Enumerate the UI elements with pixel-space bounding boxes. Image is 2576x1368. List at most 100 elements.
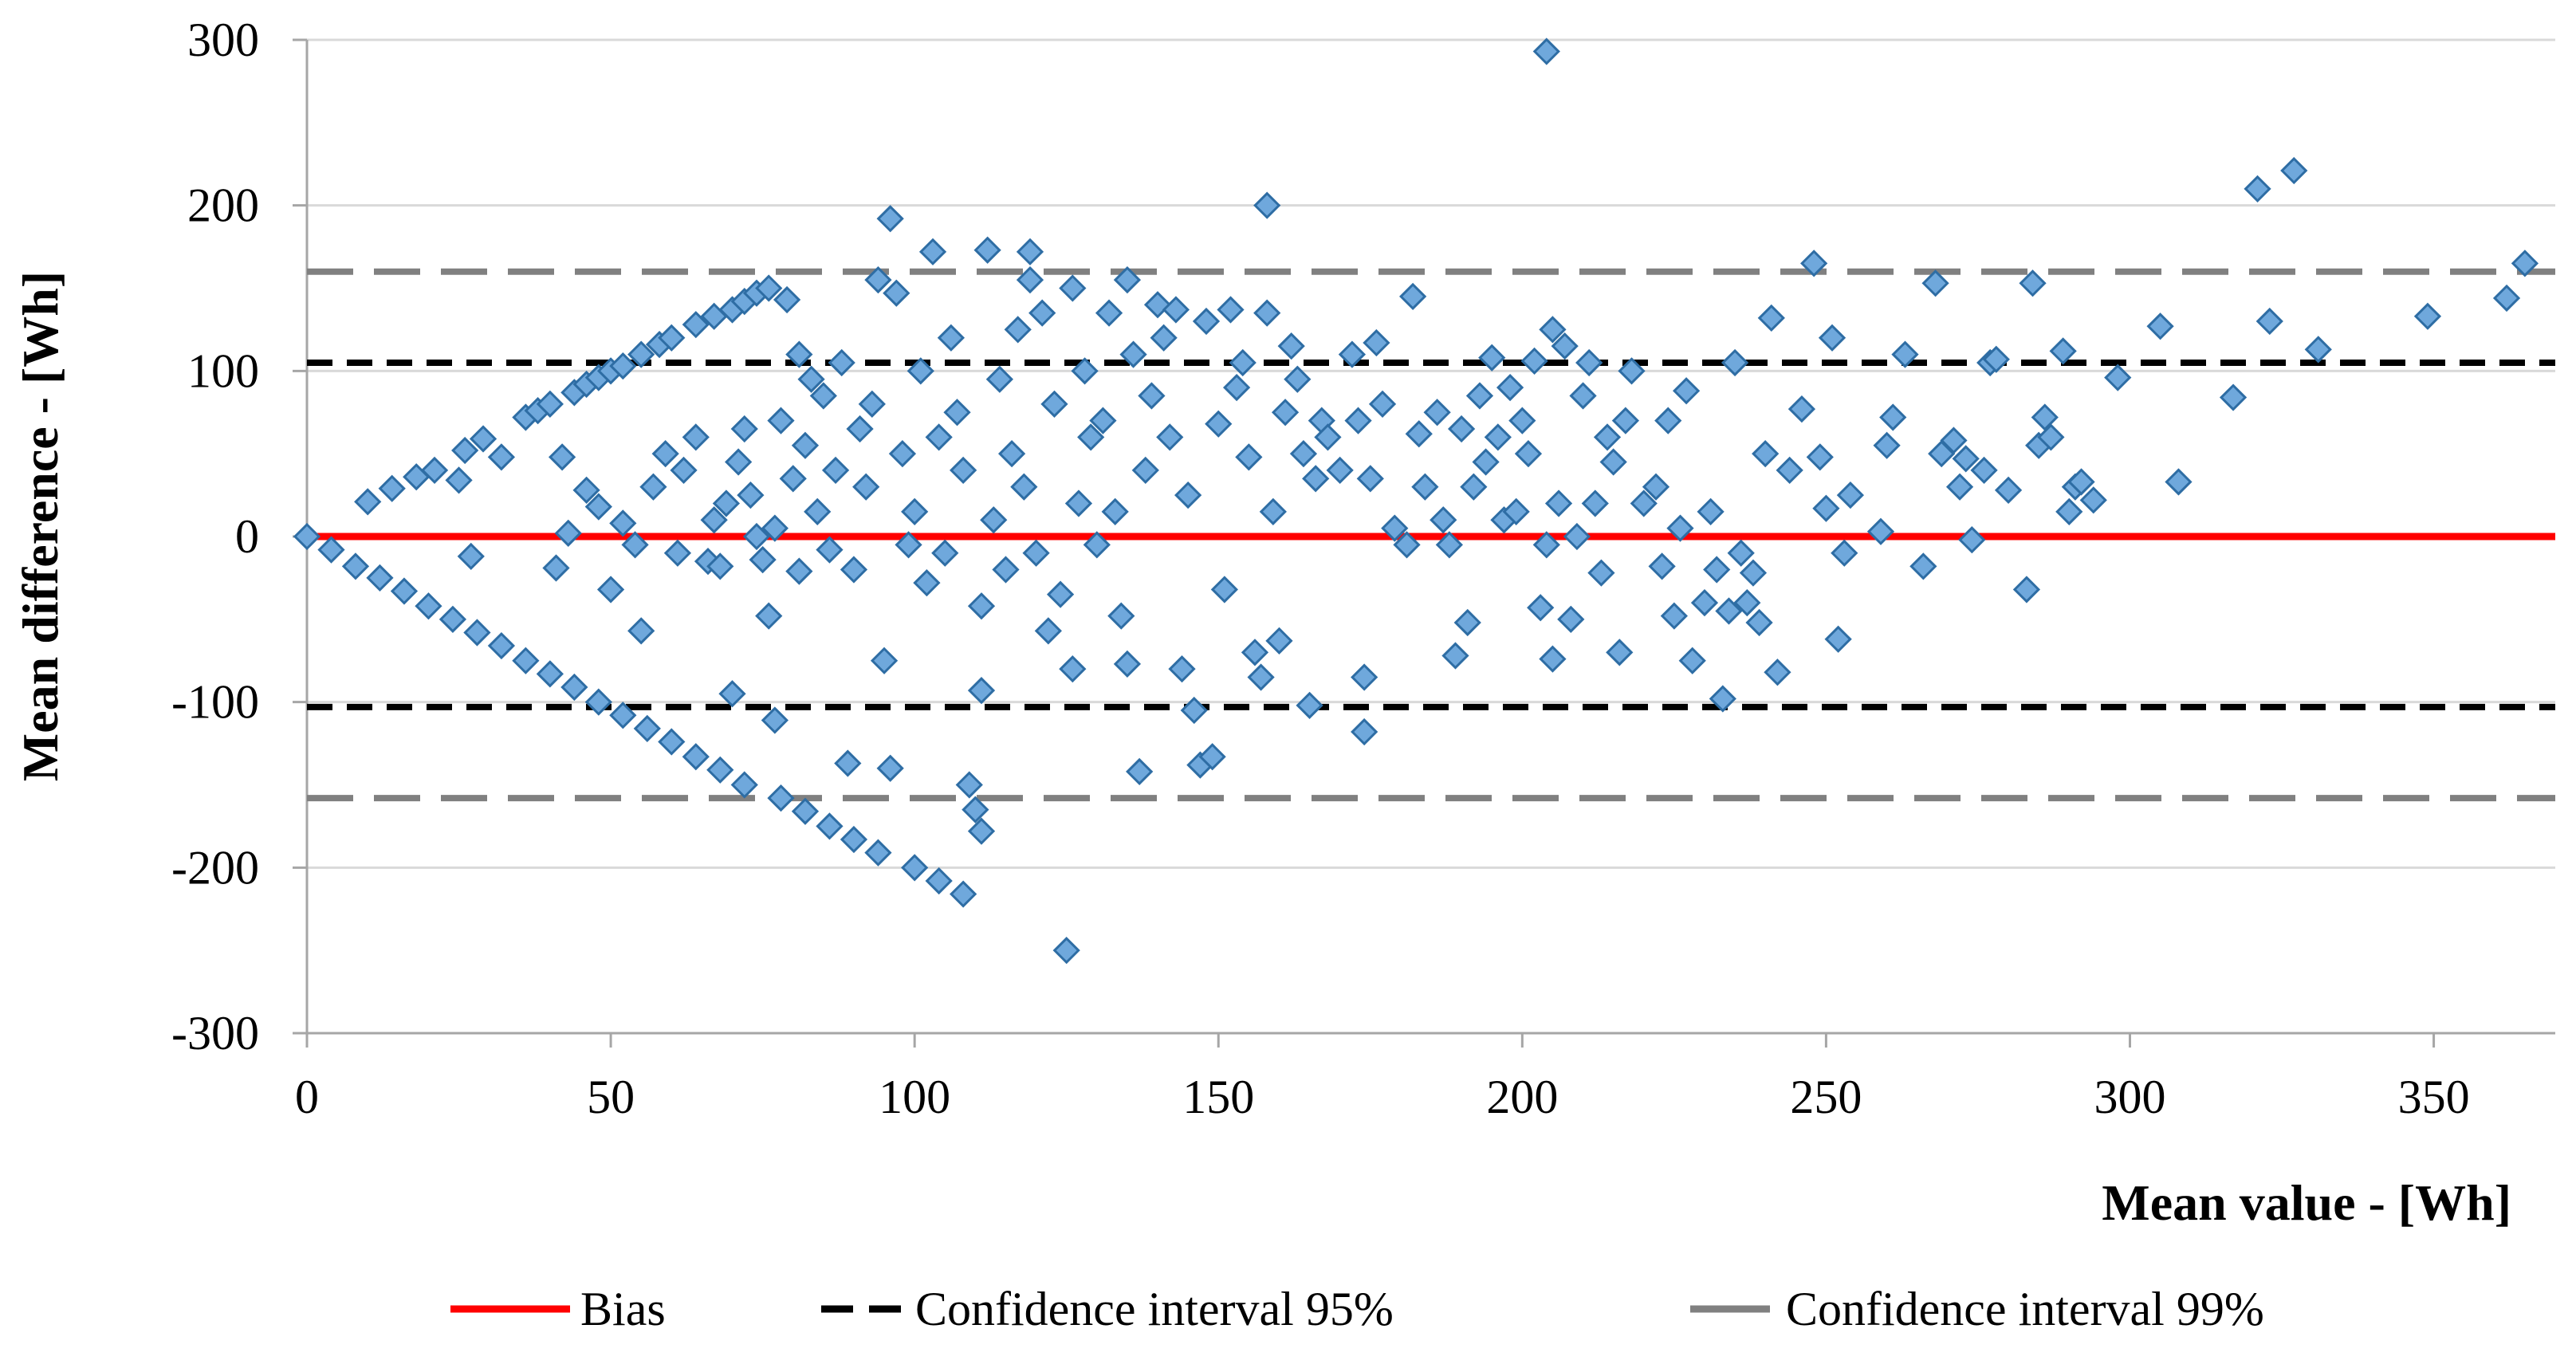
data-point [816,812,844,840]
data-point [1174,481,1202,509]
data-point [1539,645,1567,673]
data-point [755,274,783,302]
data-point [1496,373,1524,402]
x-tick-label: 100 [879,1071,950,1123]
data-point [1046,580,1075,608]
data-point [1611,407,1640,434]
x-tick-label: 150 [1182,1071,1254,1123]
data-point [1739,559,1768,587]
data-point [1532,531,1560,559]
data-point [1356,465,1384,493]
data-point [785,557,813,585]
data-point [1764,658,1791,686]
data-point [925,423,953,451]
data-point [895,531,922,559]
data-point [1314,423,1342,451]
data-point [451,436,479,465]
data-point [1818,324,1846,352]
data-point [1156,423,1184,451]
data-point [1709,685,1736,713]
data-point [1338,340,1367,368]
data-point [1581,489,1609,517]
data-point [1259,497,1287,525]
data-point [366,564,394,592]
data-point [864,839,892,867]
x-tick-label: 300 [2094,1071,2165,1123]
data-point [1296,691,1323,719]
data-point [1393,531,1421,559]
data-point [1587,559,1615,587]
data-point [1520,347,1548,375]
data-point [1077,423,1105,451]
data-point [2219,383,2248,411]
data-point [1253,191,1281,219]
y-tick-label: 0 [235,510,259,563]
data-point [2244,175,2271,203]
data-point [1168,655,1196,683]
data-point [1733,588,1761,617]
data-point [840,825,868,854]
data-point [2146,313,2174,340]
x-tick-label: 200 [1486,1071,1558,1123]
data-point [992,556,1020,584]
data-point [918,238,947,265]
data-point [967,817,996,845]
data-point [1229,348,1257,377]
data-point [1052,937,1080,965]
data-point [658,324,686,352]
data-point [1666,514,1694,542]
data-point [1672,377,1701,405]
data-point [1192,307,1221,336]
data-point [1247,663,1275,691]
data-point [1162,296,1190,324]
data-point [1812,494,1840,522]
data-point [1016,265,1044,294]
data-point [901,854,929,882]
data-point [2012,576,2041,603]
data-point [870,647,899,674]
data-point [1071,357,1099,385]
data-point [1198,743,1226,771]
data-point [718,680,746,708]
data-point [706,756,734,784]
data-point [1126,757,1154,786]
data-point [1028,299,1056,327]
data-point [1599,448,1627,476]
data-point [876,205,904,233]
data-point [663,539,692,567]
data-point [1593,423,1622,451]
data-point [682,311,710,339]
data-point [1721,348,1749,377]
data-point [1909,552,1937,580]
data-point [1642,473,1670,501]
data-point [1064,489,1093,517]
data-point [2165,468,2193,496]
data-point [572,476,600,504]
data-point [1660,602,1688,630]
legend-label: Confidence interval 95% [915,1283,1394,1335]
data-point [1539,316,1567,344]
data-point [840,556,868,584]
data-point [2413,302,2442,330]
data-point [1752,440,1780,468]
data-point [1289,440,1318,468]
data-point [354,488,382,516]
data-point [1381,514,1409,542]
tick-labels: -300 -200 -100 0 100 200 300 0 50 100 150 200 250 300… [171,14,2470,1123]
data-point [2031,403,2059,431]
data-point [1423,399,1451,427]
data-point [1399,282,1427,311]
data-point [742,522,771,551]
data-point [834,749,862,777]
data-point [1089,407,1117,434]
data-point [997,440,1026,468]
data-point [943,399,971,427]
data-point [1697,497,1725,525]
data-point [1205,410,1233,438]
data-point [985,365,1013,393]
data-point [864,265,892,294]
data-point [639,473,667,501]
data-point [767,407,795,434]
data-point [1508,407,1536,434]
